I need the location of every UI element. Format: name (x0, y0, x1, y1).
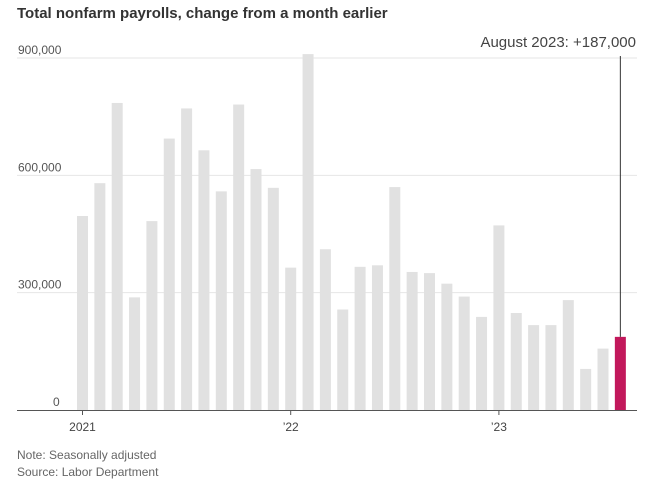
bar (250, 169, 262, 410)
bar (163, 138, 175, 410)
bar (181, 108, 193, 410)
y-tick-label: 600,000 (18, 160, 62, 174)
bar (233, 104, 245, 410)
bar (424, 273, 435, 410)
x-axis-ticks: 2021 ’22 ’23 (69, 410, 507, 434)
x-tick-label: 2021 (69, 420, 96, 434)
bar (493, 225, 505, 410)
bar (285, 267, 297, 410)
bar (94, 183, 106, 410)
bar (319, 249, 331, 410)
bar (406, 271, 418, 410)
bar (528, 325, 540, 410)
bar (597, 348, 609, 410)
bar (476, 316, 488, 410)
y-tick-label: 0 (53, 395, 60, 409)
bar (545, 325, 557, 410)
bar (198, 150, 210, 411)
bar-chart: 0 300,000 600,000 900,000 2021 ’22 ’23 August… (17, 34, 637, 434)
bar (389, 187, 401, 410)
annotation-label: August 2023: +187,000 (480, 34, 636, 51)
bar (337, 309, 349, 410)
bar (371, 265, 383, 410)
bar (146, 221, 158, 410)
y-tick-label: 900,000 (18, 43, 62, 57)
chart-title: Total nonfarm payrolls, change from a mo… (17, 5, 388, 22)
y-tick-label: 300,000 (18, 278, 62, 292)
bar (77, 216, 88, 410)
bar (562, 300, 574, 410)
x-tick-label: ’23 (491, 420, 507, 434)
source-text: Source: Labor Department (17, 465, 159, 479)
bar (510, 313, 522, 410)
x-tick-label: ’22 (283, 420, 299, 434)
bar (215, 191, 227, 410)
bars (77, 54, 626, 411)
y-axis-ticks: 0 300,000 600,000 900,000 (18, 43, 62, 409)
bar (111, 102, 123, 410)
bar (458, 296, 470, 410)
bar (580, 368, 592, 410)
bar (614, 336, 626, 410)
bar (267, 187, 279, 410)
annotation: August 2023: +187,000 (480, 34, 636, 337)
bar (302, 54, 314, 411)
bar (129, 297, 141, 410)
bar (354, 266, 366, 410)
bar (441, 283, 453, 410)
note-text: Note: Seasonally adjusted (17, 448, 157, 462)
